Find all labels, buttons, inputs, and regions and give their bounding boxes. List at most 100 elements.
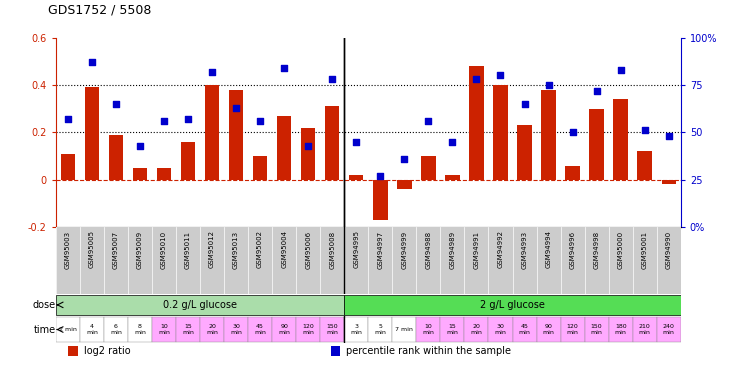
Bar (632, 317, 657, 342)
Bar (331, 346, 340, 355)
Bar (301, 128, 315, 180)
Bar (320, 317, 344, 342)
Bar (585, 317, 609, 342)
Bar (464, 317, 489, 342)
Text: 7 min: 7 min (395, 327, 413, 332)
Bar (565, 165, 580, 180)
Text: GSM94994: GSM94994 (545, 231, 551, 268)
Bar (344, 317, 368, 342)
Text: GSM94989: GSM94989 (449, 231, 455, 268)
Text: GSM94996: GSM94996 (570, 231, 576, 268)
Point (230, 105, 242, 111)
Bar (373, 180, 388, 220)
Point (86, 59, 97, 65)
Text: GSM95012: GSM95012 (209, 231, 215, 268)
Bar (517, 125, 532, 180)
Bar (253, 156, 267, 180)
Text: GSM95003: GSM95003 (65, 231, 71, 268)
Text: 15
min: 15 min (446, 324, 458, 335)
Bar (157, 168, 171, 180)
Bar (657, 317, 681, 342)
Text: 2 g/L glucose: 2 g/L glucose (480, 300, 545, 310)
Point (327, 76, 339, 82)
Bar (56, 295, 344, 315)
Text: 2 min: 2 min (59, 327, 77, 332)
Text: 0.2 g/L glucose: 0.2 g/L glucose (163, 300, 237, 310)
Text: 6
min: 6 min (110, 324, 122, 335)
Text: 30
min: 30 min (495, 324, 507, 335)
Bar (176, 317, 200, 342)
Point (302, 142, 314, 148)
Point (206, 69, 218, 75)
Bar (224, 317, 248, 342)
Text: 30
min: 30 min (230, 324, 242, 335)
Bar (56, 317, 80, 342)
Point (158, 118, 170, 124)
Bar (440, 317, 464, 342)
Text: 8
min: 8 min (134, 324, 146, 335)
Bar (181, 142, 195, 180)
Bar (248, 317, 272, 342)
Text: GSM94995: GSM94995 (353, 231, 359, 268)
Bar (493, 85, 507, 180)
Point (423, 118, 434, 124)
Bar (661, 180, 676, 184)
Text: log2 ratio: log2 ratio (84, 346, 130, 356)
Text: 120
min: 120 min (302, 324, 314, 335)
Bar (489, 317, 513, 342)
Bar (392, 317, 417, 342)
Text: GSM95001: GSM95001 (642, 231, 648, 268)
Bar (229, 90, 243, 180)
Point (278, 65, 290, 71)
Bar (542, 90, 556, 180)
Bar (513, 317, 536, 342)
Point (519, 101, 530, 107)
Bar (589, 109, 604, 180)
Bar (609, 317, 632, 342)
Point (374, 173, 386, 179)
Text: GSM95008: GSM95008 (330, 231, 336, 268)
Text: time: time (34, 324, 56, 334)
Text: 150
min: 150 min (591, 324, 603, 335)
Text: GDS1752 / 5508: GDS1752 / 5508 (48, 4, 152, 17)
Bar (421, 156, 435, 180)
Text: 20
min: 20 min (470, 324, 482, 335)
Bar (296, 317, 320, 342)
Point (446, 139, 458, 145)
Bar (325, 106, 339, 180)
Bar (272, 317, 296, 342)
Text: GSM95004: GSM95004 (281, 231, 287, 268)
Text: 5
min: 5 min (374, 324, 386, 335)
Text: percentile rank within the sample: percentile rank within the sample (347, 346, 511, 356)
Point (110, 101, 122, 107)
Bar (200, 317, 224, 342)
Bar (349, 175, 364, 180)
Text: 210
min: 210 min (639, 324, 651, 335)
Text: dose: dose (33, 300, 56, 310)
Text: GSM94999: GSM94999 (401, 231, 407, 268)
Text: 20
min: 20 min (206, 324, 218, 335)
Text: GSM95010: GSM95010 (161, 231, 167, 268)
Text: 180
min: 180 min (615, 324, 626, 335)
Text: 4
min: 4 min (86, 324, 97, 335)
Text: GSM95000: GSM95000 (618, 231, 623, 268)
Bar (417, 317, 440, 342)
Text: GSM95002: GSM95002 (257, 231, 263, 268)
Bar (277, 116, 292, 180)
Text: 3
min: 3 min (350, 324, 362, 335)
Text: 90
min: 90 min (278, 324, 290, 335)
Point (134, 142, 146, 148)
Text: 150
min: 150 min (327, 324, 339, 335)
Text: GSM95007: GSM95007 (113, 231, 119, 268)
Text: 45
min: 45 min (254, 324, 266, 335)
Text: GSM94993: GSM94993 (522, 231, 527, 268)
Bar (469, 66, 484, 180)
Text: GSM94998: GSM94998 (594, 231, 600, 268)
Point (62, 116, 74, 122)
Text: GSM94991: GSM94991 (473, 231, 479, 268)
Point (398, 156, 410, 162)
Text: GSM94997: GSM94997 (377, 231, 383, 268)
Text: GSM95009: GSM95009 (137, 231, 143, 268)
Text: 120
min: 120 min (567, 324, 579, 335)
Point (182, 116, 194, 122)
